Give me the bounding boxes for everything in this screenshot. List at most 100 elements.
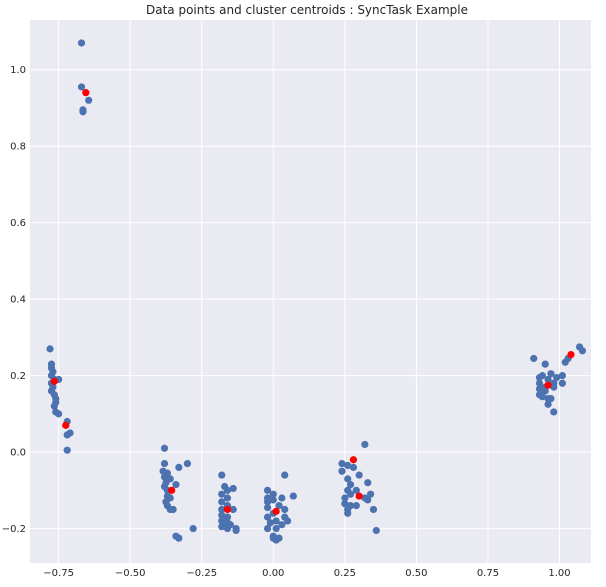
centroid-point <box>349 456 358 464</box>
data-point <box>530 354 538 363</box>
data-point <box>550 408 558 416</box>
data-point <box>160 444 169 452</box>
data-point <box>346 490 355 498</box>
data-point <box>547 394 555 403</box>
data-point <box>269 490 277 498</box>
data-point <box>278 494 286 502</box>
y-tick-label: 0.2 <box>10 371 26 382</box>
data-point <box>266 519 275 527</box>
y-axis-ticks: −0.2 0.0 0.2 0.4 0.6 0.8 1.0 <box>2 65 26 535</box>
data-point <box>272 517 280 525</box>
data-point <box>223 494 232 502</box>
data-point <box>558 379 566 387</box>
centroid-point <box>355 492 363 500</box>
data-point <box>63 446 71 454</box>
data-point <box>232 526 240 535</box>
centroids <box>50 89 575 515</box>
data-point <box>344 475 352 483</box>
y-tick-label: 0.8 <box>10 142 26 153</box>
centroid-point <box>223 505 232 514</box>
data-point <box>263 486 272 494</box>
data-point <box>77 83 86 91</box>
x-axis-ticks: −0.75 −0.50 −0.25 0.00 0.25 0.50 0.75 1.00 <box>43 568 570 579</box>
plot-area <box>30 20 591 563</box>
data-point <box>272 524 280 533</box>
data-point <box>338 467 346 475</box>
data-point <box>289 492 297 500</box>
data-point <box>281 471 289 479</box>
data-point <box>544 375 552 384</box>
data-point <box>175 534 183 542</box>
data-point <box>278 521 286 529</box>
data-point <box>229 505 237 514</box>
data-point <box>223 513 232 521</box>
data-point <box>364 496 372 504</box>
data-point <box>535 385 544 393</box>
data-point <box>175 463 183 472</box>
data-point <box>218 505 226 514</box>
data-point <box>372 526 380 535</box>
data-point <box>218 523 226 531</box>
data-point <box>544 400 552 408</box>
data-point <box>263 503 272 512</box>
data-point <box>218 471 226 479</box>
data-point <box>269 496 277 504</box>
data-point <box>361 440 369 449</box>
data-point <box>223 524 232 533</box>
data-point <box>50 402 58 410</box>
data-point <box>541 360 549 368</box>
y-tick-label: 0.4 <box>10 295 26 306</box>
data-point <box>229 484 237 493</box>
data-point <box>352 486 360 494</box>
data-point <box>275 502 283 510</box>
y-tick-label: 0.0 <box>10 448 26 459</box>
data-point <box>85 96 93 104</box>
data-point <box>79 108 87 116</box>
centroid-point <box>168 486 176 494</box>
data-point <box>263 513 272 521</box>
data-point <box>550 383 558 391</box>
y-tick-label: −0.2 <box>2 524 26 535</box>
x-tick-label: 0.50 <box>405 568 427 579</box>
data-point <box>284 517 292 525</box>
data-point <box>218 517 226 525</box>
centroid-point <box>82 89 90 97</box>
data-point <box>338 459 346 468</box>
data-point <box>578 347 587 355</box>
data-point <box>341 500 349 508</box>
y-tick-label: 1.0 <box>10 65 26 76</box>
x-tick-label: −0.50 <box>115 568 146 579</box>
data-point <box>263 498 272 506</box>
data-point <box>561 358 569 366</box>
data-point <box>352 502 360 510</box>
data-point <box>172 481 180 489</box>
data-point <box>223 486 232 494</box>
data-point <box>281 505 289 514</box>
data-point <box>367 490 375 498</box>
x-tick-label: 1.00 <box>548 568 570 579</box>
data-point <box>218 490 226 498</box>
data-point <box>355 471 363 479</box>
data-point <box>166 505 174 514</box>
data-point <box>547 370 555 378</box>
data-point <box>364 479 372 487</box>
data-points <box>46 39 587 544</box>
data-point <box>46 345 54 353</box>
x-tick-label: 0.25 <box>334 568 356 579</box>
data-point <box>558 372 566 380</box>
data-point <box>189 524 197 533</box>
data-point <box>218 498 226 506</box>
data-point <box>183 459 192 468</box>
data-point <box>77 39 86 47</box>
chart-title: Data points and cluster centroids : Sync… <box>146 3 468 17</box>
data-point <box>535 373 544 382</box>
data-point <box>160 473 169 481</box>
data-point <box>349 463 358 472</box>
data-point <box>553 373 561 382</box>
data-point <box>538 393 546 401</box>
centroid-point <box>50 377 58 385</box>
x-tick-label: −0.25 <box>186 568 217 579</box>
data-point <box>55 410 63 418</box>
data-point <box>369 505 378 514</box>
